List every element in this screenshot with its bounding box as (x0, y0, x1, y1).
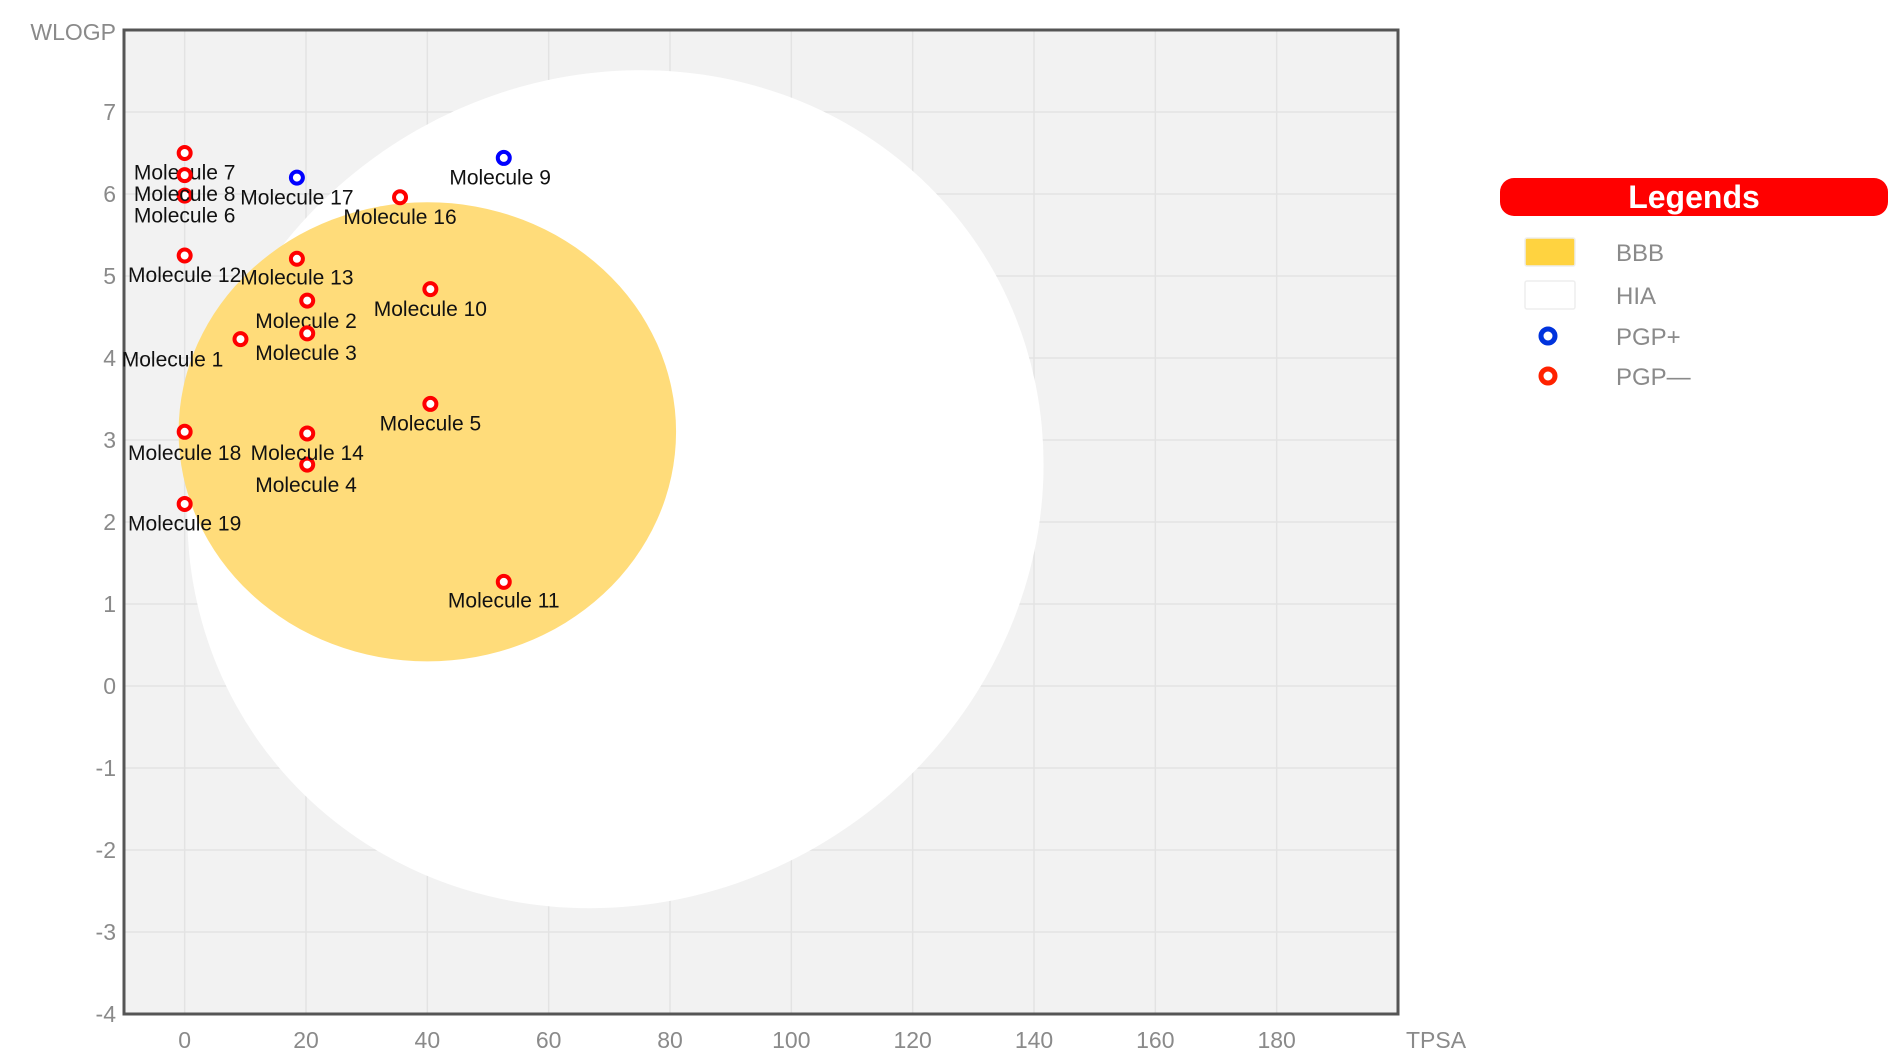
data-point (176, 145, 193, 161)
data-point (176, 187, 193, 204)
y-tick-label: 2 (103, 509, 116, 535)
y-tick-label: -3 (96, 919, 116, 945)
point-label: Molecule 8 (134, 183, 236, 206)
point-label: Molecule 1 (122, 349, 224, 372)
data-point (392, 189, 409, 206)
data-point (299, 425, 316, 442)
bbb-region (178, 202, 677, 662)
x-tick-label: 40 (415, 1027, 441, 1053)
plot-area: 0 20 40 60 80 100 120 140 160 180 -4 -3 -2 -1 0 1 2 3 4 5 6 7… (30, 19, 1467, 1053)
legend: Legends BBB HIA PGP+ PGP— (1500, 178, 1888, 391)
point-label: Molecule 19 (128, 513, 241, 536)
x-tick-label: 60 (536, 1027, 562, 1053)
x-axis-title: TPSA (1406, 1027, 1467, 1053)
point-label: Molecule 4 (255, 474, 357, 497)
legend-label-pgp-minus: PGP— (1616, 364, 1691, 391)
y-tick-label: -4 (96, 1001, 117, 1027)
data-point (495, 149, 512, 166)
x-tick-label: 120 (893, 1027, 931, 1053)
y-tick-label: 5 (103, 263, 116, 289)
x-tick-label: 140 (1015, 1027, 1053, 1053)
data-point (299, 456, 316, 473)
y-tick-label: -1 (96, 755, 116, 781)
legend-marker-pgp-plus (1538, 326, 1558, 346)
legend-label-hia: HIA (1616, 283, 1656, 310)
point-label: Molecule 5 (380, 413, 482, 436)
y-tick-label: 6 (103, 181, 116, 207)
data-point (176, 423, 193, 440)
point-label: Molecule 18 (128, 442, 241, 465)
y-axis-title: WLOGP (30, 19, 116, 45)
data-point (232, 331, 249, 348)
y-tick-label: 0 (103, 673, 116, 699)
point-label: Molecule 12 (128, 264, 241, 287)
legend-label-bbb: BBB (1616, 240, 1664, 267)
x-tick-label: 100 (772, 1027, 810, 1053)
point-label: Molecule 11 (448, 590, 560, 613)
data-point (176, 247, 193, 264)
data-point (288, 250, 305, 267)
legend-marker-pgp-minus (1538, 366, 1558, 386)
data-point (176, 495, 193, 512)
legend-title: Legends (1628, 179, 1760, 215)
x-tick-label: 80 (657, 1027, 683, 1053)
point-label: Molecule 2 (255, 310, 357, 333)
point-label: Molecule 14 (251, 442, 365, 465)
point-label: Molecule 3 (255, 342, 357, 365)
data-point (422, 395, 439, 412)
point-label: Molecule 13 (240, 267, 353, 290)
point-label: Molecule 10 (374, 298, 487, 321)
data-point (495, 573, 512, 590)
y-tick-label: 4 (103, 345, 116, 371)
x-tick-label: 160 (1136, 1027, 1174, 1053)
plot-frame (122, 28, 1400, 1016)
y-tick-label: 3 (103, 427, 116, 453)
legend-swatch-hia (1524, 280, 1576, 310)
y-tick-label: 7 (103, 99, 116, 125)
data-point (422, 281, 439, 298)
x-tick-label: 20 (293, 1027, 319, 1053)
data-point (176, 167, 193, 184)
point-label: Molecule 6 (134, 204, 236, 227)
data-point (299, 325, 316, 342)
legend-label-pgp-plus: PGP+ (1616, 324, 1681, 351)
y-tick-label: -2 (96, 837, 116, 863)
data-point (288, 169, 305, 186)
point-label: Molecule 9 (449, 167, 551, 190)
point-label: Molecule 17 (240, 186, 353, 209)
data-point (299, 292, 316, 309)
data-points: Molecule 1 Molecule 2 Molecule 3 Molecule 4… (122, 145, 560, 613)
point-label: Molecule 16 (343, 206, 456, 229)
x-tick-label: 180 (1257, 1027, 1295, 1053)
x-tick-label: 0 (178, 1027, 191, 1053)
legend-title-bar (1500, 178, 1888, 216)
legend-swatch-bbb (1524, 237, 1576, 267)
y-tick-label: 1 (103, 591, 116, 617)
